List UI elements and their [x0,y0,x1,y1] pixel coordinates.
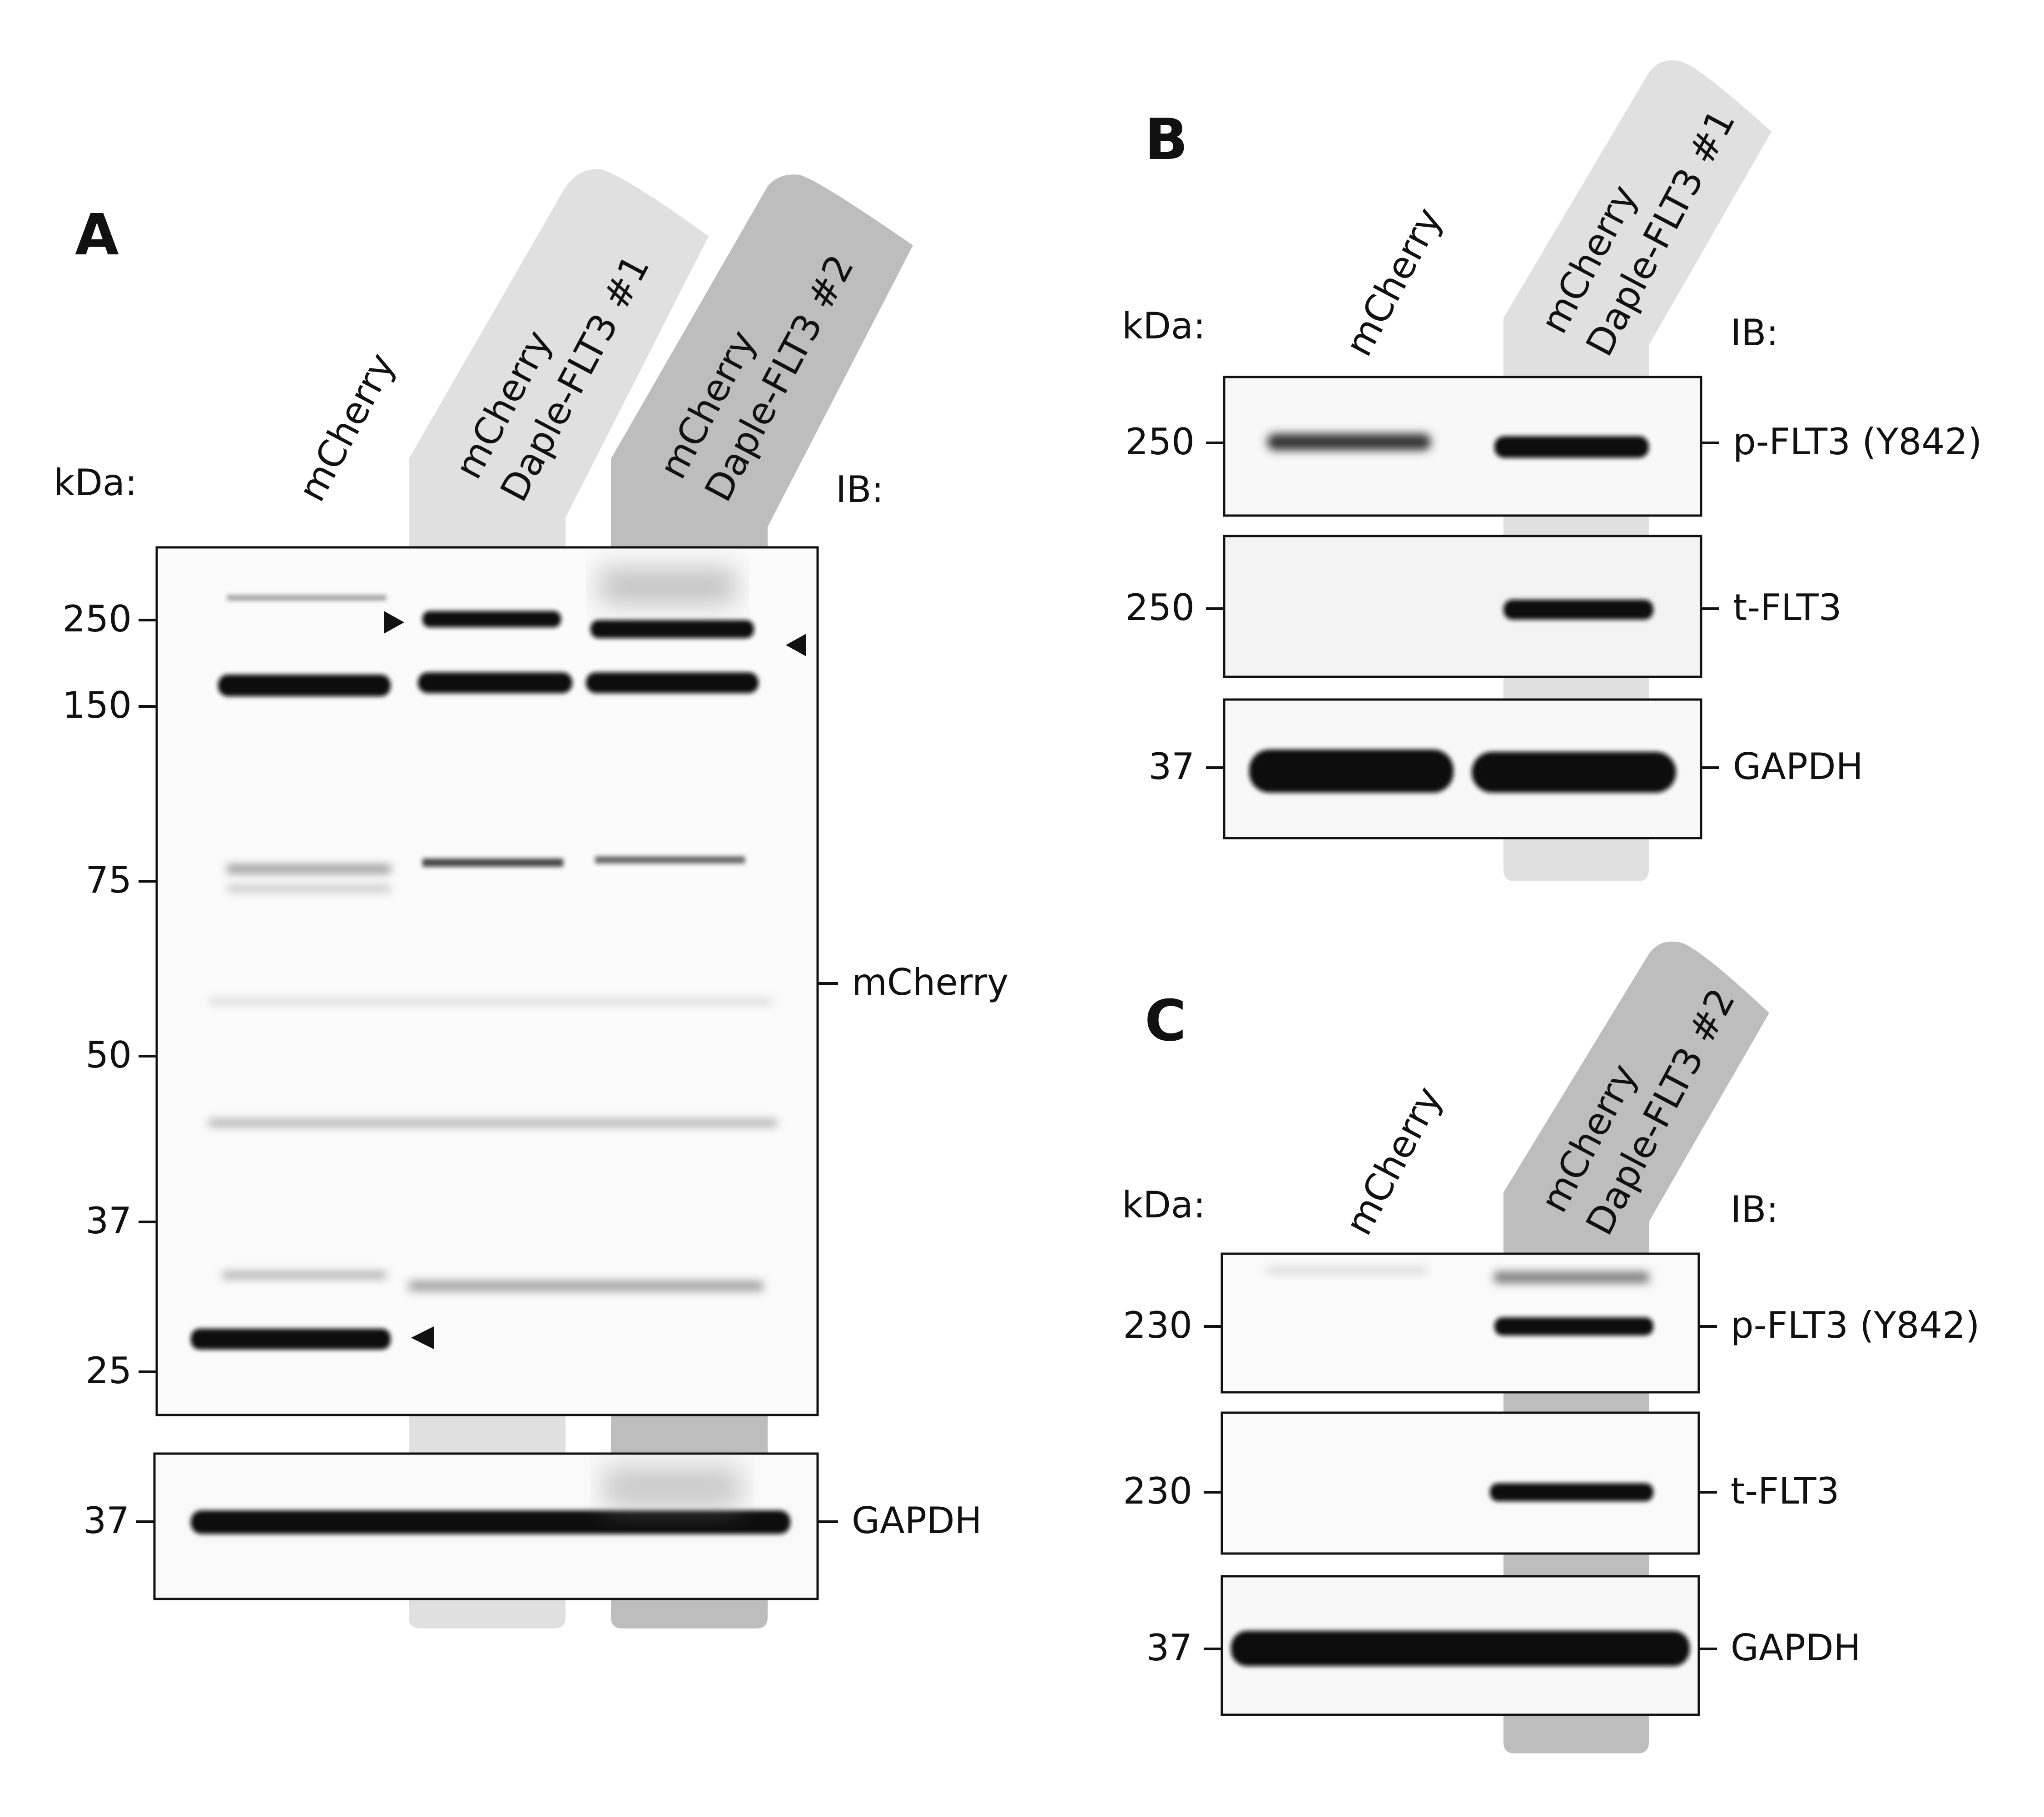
panel-b-tflt3-label: t-FLT3 [1733,586,1842,629]
panel-c-tflt3-blot [1220,1411,1700,1555]
panel-b-gapdh-blot [1223,698,1702,839]
panel-a-marker-25: 25 [85,1350,132,1392]
panel-a-kda-label: kDa: [54,462,137,504]
panel-b-pflt3-label: p-FLT3 (Y842) [1733,421,1982,463]
panel-a-marker-75: 75 [85,859,132,901]
panel-a-marker-250: 250 [62,598,132,640]
panel-b-gapdh-marker: 37 [1148,745,1195,788]
panel-b-tflt3-marker: 250 [1125,586,1195,629]
panel-c-gapdh-marker: 37 [1146,1627,1192,1669]
panel-a-letter: A [75,202,119,268]
panel-a-marker-150: 150 [62,684,132,726]
panel-a-marker-50: 50 [85,1034,132,1076]
panel-c-gapdh-label: GAPDH [1731,1627,1861,1669]
panel-b-lane-mcherry: mCherry [1337,201,1451,363]
panel-c: C kDa: IB: mCherry mCherry Daple-FLT3 #2… [1122,941,1980,1753]
panel-c-lane-mcherry: mCherry [1337,1080,1451,1242]
panel-b-pflt3-blot [1223,376,1702,517]
panel-a-gapdh-label: GAPDH [852,1499,982,1542]
panel-b-gapdh-label: GAPDH [1733,745,1863,788]
panel-b-pflt3-marker: 250 [1125,421,1195,463]
panel-a-arrowhead-2 [786,634,806,656]
panel-c-pflt3-label: p-FLT3 (Y842) [1731,1304,1980,1346]
panel-c-gapdh-blot [1220,1575,1700,1716]
panel-c-letter: C [1145,988,1186,1054]
panel-b-tflt3-blot [1223,535,1702,678]
panel-a-mcherry-blot [155,546,819,1416]
panel-a-lane-mcherry: mCherry [290,346,404,508]
panel-b-ib-label: IB: [1731,312,1778,354]
panel-a-gapdh-marker: 37 [83,1499,129,1542]
panel-b: B kDa: IB: mCherry mCherry Daple-FLT3 #1… [1122,60,1982,881]
panel-c-ib-label: IB: [1731,1188,1778,1231]
panel-a-marker-37: 37 [85,1200,132,1242]
panel-a-gapdh-blot [153,1452,819,1600]
panel-a-markers: 250 150 75 50 37 25 [62,598,157,1392]
panel-c-pflt3-marker: 230 [1123,1304,1192,1346]
panel-a-blot-label-mcherry: mCherry [852,961,1008,1003]
panel-c-kda-label: kDa: [1122,1184,1206,1226]
panel-c-tflt3-marker: 230 [1123,1470,1192,1512]
panel-c-tflt3-label: t-FLT3 [1731,1470,1840,1512]
panel-c-pflt3-blot [1220,1252,1700,1394]
panel-a-arrowhead-3 [411,1326,434,1349]
panel-a-arrowhead-1 [384,611,404,634]
panel-b-kda-label: kDa: [1122,305,1206,347]
panel-a: A kDa: IB: mCherry mCherry Daple-FLT3 #1… [54,169,1008,1629]
panel-a-ib-label: IB: [836,468,883,511]
panel-b-letter: B [1145,107,1188,173]
